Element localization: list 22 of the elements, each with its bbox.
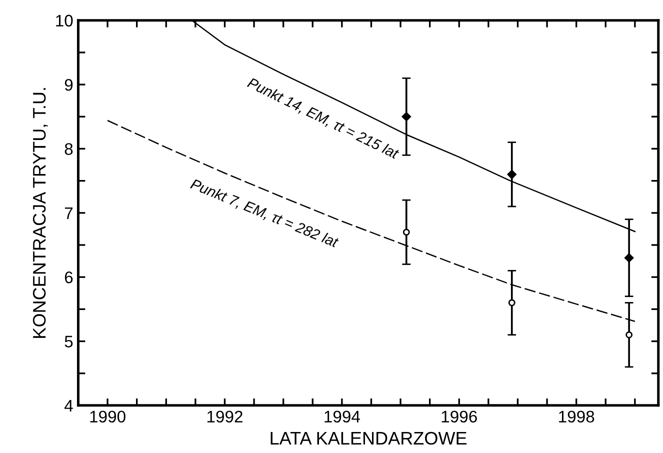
y-tick-label: 8: [64, 143, 73, 155]
point: [507, 170, 516, 180]
y-tick-label: 7: [64, 207, 73, 219]
x-tick-label: 1996: [442, 410, 477, 423]
point: [402, 228, 410, 236]
x-tick-label: 1990: [90, 410, 126, 423]
y-tick-label: 5: [64, 336, 73, 348]
point: [508, 299, 516, 306]
y-axis-title: KONCENTRACJA TRYTU, T.U.: [32, 88, 48, 338]
point: [624, 253, 634, 262]
annotation: Punkt 7, EM, τt = 282 lat: [189, 178, 340, 250]
y-tick-label: 9: [64, 78, 73, 91]
y-tick-label: 6: [64, 271, 73, 284]
y-tick-label: 10: [56, 14, 73, 27]
y-tick-label: 4: [64, 400, 73, 412]
x-tick-label: 1998: [559, 410, 594, 423]
x-axis-title: LATA KALENDARZOWE: [270, 432, 467, 445]
annotation: Punkt 14, EM, τt = 215 lat: [246, 76, 400, 161]
x-tick-label: 1992: [207, 410, 242, 423]
point: [402, 112, 412, 122]
point: [626, 331, 633, 338]
x-tick-label: 1994: [324, 410, 360, 423]
